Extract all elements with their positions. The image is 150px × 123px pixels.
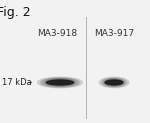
Ellipse shape xyxy=(54,81,66,84)
Ellipse shape xyxy=(46,80,74,85)
Ellipse shape xyxy=(44,79,76,86)
Text: MA3-917: MA3-917 xyxy=(94,29,134,38)
Text: 17 kDa: 17 kDa xyxy=(2,78,31,87)
Ellipse shape xyxy=(110,81,118,84)
Ellipse shape xyxy=(99,77,129,88)
Ellipse shape xyxy=(108,80,120,85)
Ellipse shape xyxy=(48,80,72,85)
Ellipse shape xyxy=(101,78,127,87)
Ellipse shape xyxy=(103,79,124,86)
Text: MA3-918: MA3-918 xyxy=(37,29,77,38)
Ellipse shape xyxy=(38,77,82,88)
Ellipse shape xyxy=(106,80,122,85)
Text: Fig. 2: Fig. 2 xyxy=(0,6,31,19)
Ellipse shape xyxy=(105,80,123,85)
Ellipse shape xyxy=(51,80,69,85)
Ellipse shape xyxy=(41,78,79,87)
